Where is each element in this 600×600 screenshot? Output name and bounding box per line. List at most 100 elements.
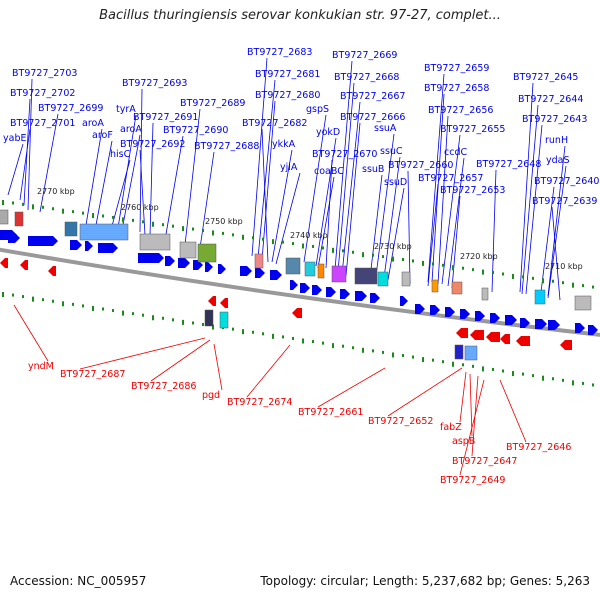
gene-label-forward[interactable]: BT9727_2702 [10, 88, 75, 99]
scale-tick [222, 231, 224, 235]
gene-leader-line [275, 172, 301, 265]
scale-tick [202, 229, 204, 232]
gene-leader-line [23, 98, 31, 206]
gene-label-reverse[interactable]: BT9727_2646 [506, 442, 571, 453]
gene-label-reverse[interactable]: BT9727_2674 [227, 397, 292, 408]
gene-label-forward[interactable]: BT9727_2657 [418, 173, 483, 184]
gene-label-forward[interactable]: BT9727_2667 [340, 91, 405, 102]
gene-label-forward[interactable]: BT9727_2703 [12, 68, 77, 79]
forward-gene-arrow [505, 315, 517, 325]
gene-label-reverse[interactable]: BT9727_2661 [298, 407, 363, 418]
gene-label-forward[interactable]: BT9727_2666 [340, 112, 405, 123]
forward-gene-arrow [70, 240, 82, 250]
gene-label-forward[interactable]: BT9727_2690 [163, 125, 228, 136]
gene-leader-line [407, 170, 411, 285]
gene-label-reverse[interactable]: BT9727_2647 [452, 456, 517, 467]
gene-label-forward[interactable]: BT9727_2670 [312, 149, 377, 160]
gene-label-forward[interactable]: yokD [316, 127, 340, 138]
scale-tick [392, 256, 394, 262]
scale-tick [492, 271, 494, 275]
gene-label-forward[interactable]: ssuA [374, 123, 397, 134]
scale-label: 2770 kbp [37, 187, 75, 196]
gene-label-forward[interactable]: BT9727_2688 [194, 141, 259, 152]
scale-tick [552, 377, 554, 381]
scale-tick [462, 266, 464, 270]
gene-label-reverse[interactable]: yndM [28, 361, 54, 372]
gene-label-forward[interactable]: BT9727_2658 [424, 83, 489, 94]
gene-label-forward[interactable]: BT9727_2659 [424, 63, 489, 74]
gene-leader-line [547, 145, 566, 297]
gene-label-forward[interactable]: BT9727_2640 [534, 176, 599, 187]
gene-label-reverse[interactable]: BT9727_2686 [131, 381, 196, 392]
gene-label-reverse[interactable]: BT9727_2652 [368, 416, 433, 427]
gene-label-forward[interactable]: BT9727_2682 [242, 118, 307, 129]
forward-gene-arrow [85, 241, 93, 251]
scale-tick [32, 296, 34, 302]
scale-tick [582, 284, 584, 288]
gene-leader-line [213, 343, 223, 391]
gene-label-forward[interactable]: yabE [3, 133, 26, 144]
gene-label-forward[interactable]: gspS [306, 104, 329, 115]
gene-block [197, 243, 217, 263]
gene-leader-line [447, 157, 465, 287]
scale-tick [62, 301, 64, 307]
gene-label-forward[interactable]: BT9727_2660 [388, 160, 453, 171]
gene-label-forward[interactable]: BT9727_2644 [518, 94, 583, 105]
gene-leader-line [334, 60, 353, 271]
scale-tick [122, 217, 124, 223]
gene-label-reverse[interactable]: pgd [202, 390, 220, 401]
scale-tick [582, 381, 584, 385]
gene-leader-line [251, 57, 268, 257]
gene-label-reverse[interactable]: fabZ [440, 422, 462, 433]
gene-label-forward[interactable]: aroF [92, 130, 113, 141]
scale-tick [302, 243, 304, 249]
scale-tick [482, 269, 484, 275]
gene-label-forward[interactable]: ccdC [444, 147, 467, 158]
gene-label-forward[interactable]: BT9727_2701 [10, 118, 75, 129]
gene-label-forward[interactable]: ykkA [272, 139, 296, 150]
gene-label-forward[interactable]: BT9727_2669 [332, 50, 397, 61]
scale-tick [322, 341, 324, 345]
gene-label-forward[interactable]: coaBC [314, 166, 344, 177]
gene-label-forward[interactable]: tyrA [116, 104, 136, 115]
gene-label-forward[interactable]: BT9727_2689 [180, 98, 245, 109]
scale-tick [502, 369, 504, 373]
gene-label-reverse[interactable]: BT9727_2687 [60, 369, 125, 380]
gene-label-forward[interactable]: ssuD [384, 177, 407, 188]
gene-label-forward[interactable]: BT9727_2692 [120, 139, 185, 150]
gene-label-forward[interactable]: hisC [110, 149, 131, 160]
gene-label-forward[interactable]: BT9727_2655 [440, 124, 505, 135]
gene-label-forward[interactable]: BT9727_2639 [532, 196, 597, 207]
gene-label-forward[interactable]: BT9727_2643 [522, 114, 587, 125]
gene-label-forward[interactable]: BT9727_2691 [133, 112, 198, 123]
gene-label-forward[interactable]: yjlA [280, 162, 298, 173]
gene-label-forward[interactable]: BT9727_2656 [428, 105, 493, 116]
gene-label-forward[interactable]: BT9727_2699 [38, 103, 103, 114]
gene-label-forward[interactable]: ydaS [546, 155, 570, 166]
gene-label-forward[interactable]: BT9727_2668 [334, 72, 399, 83]
reverse-gene-arrow [486, 332, 500, 342]
gene-label-forward[interactable]: BT9727_2693 [122, 78, 187, 89]
scale-tick [162, 316, 164, 320]
gene-label-forward[interactable]: BT9727_2680 [255, 90, 320, 101]
gene-label-reverse[interactable]: BT9727_2649 [440, 475, 505, 486]
accession-label: Accession: NC_005957 [10, 574, 147, 588]
gene-label-forward[interactable]: BT9727_2645 [513, 72, 578, 83]
gene-label-forward[interactable]: ssuB [362, 164, 384, 175]
gene-leader-line [164, 135, 184, 241]
forward-gene-arrow [520, 318, 530, 328]
gene-label-forward[interactable]: aroA [120, 124, 142, 135]
gene-label-reverse[interactable]: aspB [452, 436, 475, 447]
scale-tick [532, 374, 534, 378]
gene-label-forward[interactable]: ssuC [380, 146, 403, 157]
gene-label-forward[interactable]: aroA [82, 118, 104, 129]
scale-tick [82, 211, 84, 215]
gene-leader-line [427, 73, 445, 283]
gene-label-forward[interactable]: runH [545, 135, 568, 146]
gene-label-forward[interactable]: BT9727_2683 [247, 47, 312, 58]
gene-label-forward[interactable]: BT9727_2653 [440, 185, 505, 196]
scale-tick [192, 321, 194, 325]
gene-label-forward[interactable]: BT9727_2681 [255, 69, 320, 80]
gene-label-forward[interactable]: BT9727_2648 [476, 159, 541, 170]
scale-tick [62, 208, 64, 214]
